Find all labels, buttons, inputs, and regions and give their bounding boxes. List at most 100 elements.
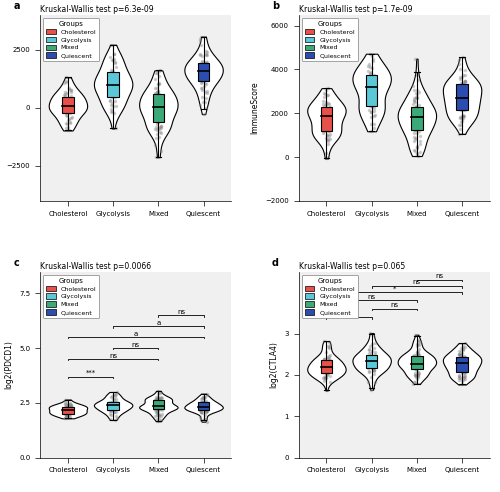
Point bbox=[412, 370, 420, 378]
Point bbox=[326, 344, 334, 352]
Point bbox=[152, 407, 160, 415]
Point bbox=[200, 394, 207, 401]
Point bbox=[457, 366, 465, 374]
Point bbox=[461, 107, 469, 115]
Point bbox=[110, 85, 118, 92]
Point bbox=[202, 70, 210, 78]
Point bbox=[155, 104, 163, 112]
Point bbox=[153, 398, 161, 405]
Point bbox=[414, 76, 422, 84]
Point bbox=[414, 350, 422, 358]
Point bbox=[416, 338, 424, 345]
Point bbox=[152, 403, 160, 411]
Point bbox=[156, 395, 164, 402]
Point bbox=[366, 67, 374, 75]
Point bbox=[156, 100, 164, 108]
Point bbox=[460, 79, 468, 87]
Point bbox=[410, 96, 418, 104]
Point bbox=[198, 79, 205, 87]
Point bbox=[152, 394, 160, 401]
Point bbox=[416, 137, 424, 145]
Point bbox=[198, 72, 206, 80]
Point bbox=[153, 96, 161, 104]
Point bbox=[108, 76, 116, 84]
Point bbox=[196, 406, 204, 414]
Point bbox=[410, 106, 418, 114]
Point bbox=[198, 405, 206, 413]
Point bbox=[326, 351, 334, 359]
Point bbox=[61, 414, 69, 422]
Point bbox=[197, 32, 205, 40]
Point bbox=[61, 403, 69, 411]
Point bbox=[370, 367, 378, 374]
Point bbox=[414, 375, 422, 383]
Point bbox=[66, 400, 74, 408]
Point bbox=[370, 367, 378, 375]
Point bbox=[158, 103, 166, 111]
Point bbox=[197, 408, 205, 416]
Point bbox=[322, 374, 330, 382]
Point bbox=[367, 358, 375, 366]
Point bbox=[365, 345, 373, 353]
Point bbox=[200, 71, 207, 79]
Point bbox=[197, 403, 205, 411]
FancyBboxPatch shape bbox=[198, 63, 209, 82]
Point bbox=[106, 403, 114, 411]
Point bbox=[365, 357, 373, 365]
Point bbox=[460, 369, 468, 376]
Point bbox=[62, 410, 70, 418]
Point bbox=[365, 363, 373, 370]
Point bbox=[200, 415, 208, 423]
Point bbox=[414, 352, 422, 360]
Point bbox=[456, 125, 464, 133]
Point bbox=[154, 109, 162, 117]
Text: Kruskal-Wallis test p=0.065: Kruskal-Wallis test p=0.065 bbox=[298, 262, 405, 271]
Point bbox=[154, 80, 162, 88]
Point bbox=[199, 58, 207, 66]
Point bbox=[410, 361, 418, 369]
Point bbox=[370, 121, 378, 128]
Point bbox=[64, 405, 72, 413]
Point bbox=[108, 108, 116, 116]
Point bbox=[410, 355, 418, 363]
Point bbox=[323, 108, 331, 116]
Point bbox=[110, 55, 118, 62]
Point bbox=[202, 402, 210, 410]
Point bbox=[458, 73, 466, 81]
Point bbox=[370, 95, 378, 103]
Point bbox=[457, 96, 465, 104]
Point bbox=[154, 397, 162, 404]
Point bbox=[368, 339, 376, 347]
Point bbox=[455, 371, 463, 379]
Point bbox=[368, 103, 376, 111]
Point bbox=[198, 87, 205, 94]
Point bbox=[64, 102, 72, 110]
Point bbox=[320, 100, 328, 108]
Point bbox=[202, 407, 209, 415]
Point bbox=[108, 404, 116, 412]
Point bbox=[416, 132, 424, 140]
Point bbox=[198, 64, 206, 72]
Point bbox=[324, 91, 332, 99]
Point bbox=[106, 66, 114, 74]
Point bbox=[154, 403, 162, 411]
Point bbox=[197, 75, 205, 83]
Point bbox=[157, 98, 165, 106]
Point bbox=[410, 356, 418, 364]
Point bbox=[67, 403, 75, 411]
Point bbox=[152, 154, 160, 161]
Text: *: * bbox=[392, 286, 396, 292]
Point bbox=[458, 369, 466, 376]
Point bbox=[66, 94, 74, 102]
Point bbox=[152, 408, 160, 416]
Point bbox=[371, 111, 379, 119]
Point bbox=[198, 84, 205, 92]
Point bbox=[413, 120, 421, 127]
Point bbox=[368, 347, 376, 355]
Point bbox=[111, 83, 119, 91]
Point bbox=[152, 75, 160, 83]
Point bbox=[414, 351, 422, 359]
Point bbox=[198, 60, 206, 68]
Point bbox=[325, 100, 333, 108]
Point bbox=[320, 360, 328, 368]
